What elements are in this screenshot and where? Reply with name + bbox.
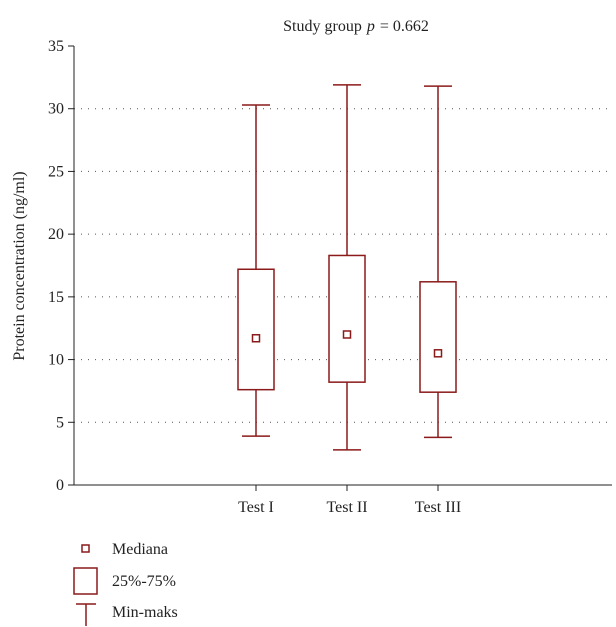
y-tick-label-10: 10	[48, 352, 64, 369]
median-marker-test-ii	[342, 330, 352, 339]
x-axis-labels: Test I Test II Test III	[238, 485, 461, 516]
title-prefix: Study group	[283, 18, 362, 35]
title-p-symbol: p	[366, 18, 375, 35]
y-tick-label-35: 35	[48, 38, 64, 55]
legend: Mediana 25%-75% Min-maks	[73, 541, 178, 626]
y-axis-ticks: 0 5 10 15 20 25 30 35	[48, 38, 74, 494]
x-tick-label-test-iii: Test III	[415, 499, 461, 516]
y-tick-label-15: 15	[48, 289, 64, 306]
legend-whisker-label: Min-maks	[112, 604, 178, 621]
legend-box-icon	[73, 567, 98, 595]
x-tick-label-test-ii: Test II	[326, 499, 367, 516]
x-tick-label-test-i: Test I	[238, 499, 274, 516]
axes	[73, 46, 612, 486]
box-test-i	[237, 268, 275, 391]
median-marker-test-iii	[433, 349, 443, 358]
boxes	[237, 84, 457, 451]
y-tick-label-5: 5	[56, 414, 64, 431]
y-tick-label-0: 0	[56, 477, 64, 494]
legend-median-icon	[81, 544, 90, 553]
chart-title: Study group p = 0.662	[283, 18, 429, 35]
title-p-value: = 0.662	[380, 18, 429, 35]
y-tick-label-20: 20	[48, 226, 64, 243]
legend-box-label: 25%-75%	[112, 573, 176, 590]
y-tick-label-25: 25	[48, 163, 64, 180]
box-test-iii	[419, 281, 457, 393]
y-tick-label-30: 30	[48, 101, 64, 118]
legend-median-label: Mediana	[112, 541, 168, 558]
median-marker-test-i	[251, 333, 261, 343]
gridlines	[74, 108, 612, 423]
y-axis-label: Protein concentration (ng/ml)	[11, 171, 28, 360]
box-test-ii	[328, 254, 366, 383]
